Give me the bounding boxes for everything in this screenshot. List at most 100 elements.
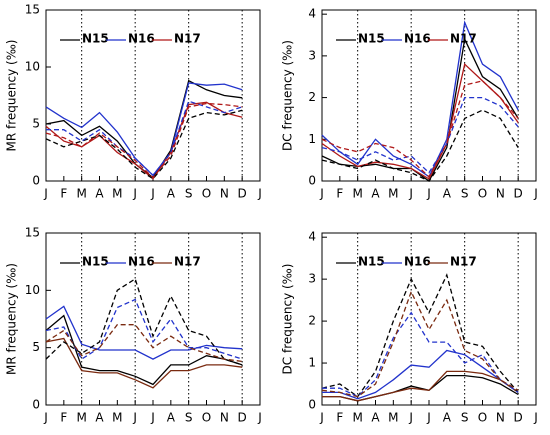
x-tick-label: J (408, 187, 413, 201)
x-tick-label: J (319, 411, 324, 425)
legend-label: N15 (82, 255, 109, 269)
x-tick-label: J (533, 411, 538, 425)
series-line (45, 277, 243, 366)
x-tick-label: M (388, 411, 398, 425)
x-tick-label: J (150, 411, 155, 425)
x-tick-label: D (238, 187, 247, 201)
legend-label: N16 (128, 32, 155, 46)
series-line (321, 96, 519, 174)
x-tick-label: J (132, 187, 137, 201)
y-tick-label: 15 (25, 226, 40, 240)
legend-label: N16 (128, 255, 155, 269)
y-tick-label: 0 (32, 398, 40, 412)
x-tick-label: O (202, 411, 211, 425)
legend-label: N15 (82, 32, 109, 46)
y-tick-label: 2 (308, 314, 316, 328)
x-tick-label: M (112, 187, 122, 201)
x-tick-label: J (426, 187, 431, 201)
x-tick-label: O (478, 187, 487, 201)
series-line (46, 100, 243, 177)
x-tick-label: A (371, 411, 380, 425)
x-tick-label: N (220, 411, 229, 425)
y-tick-label: 3 (308, 48, 316, 62)
series-line (322, 349, 519, 400)
y-tick-label: 10 (25, 283, 40, 297)
series-line (321, 109, 519, 182)
series-line (45, 314, 243, 386)
y-tick-label: 1 (308, 356, 316, 370)
legend-label: N17 (450, 255, 477, 269)
series-line (321, 80, 519, 178)
y-axis-label: DC frequency (‰) (281, 264, 295, 375)
series-line (45, 298, 243, 361)
series-line (321, 37, 519, 182)
x-tick-label: D (238, 411, 247, 425)
x-tick-label: M (352, 187, 362, 201)
x-tick-label: J (408, 411, 413, 425)
x-tick-label: A (371, 187, 380, 201)
y-tick-label: 3 (308, 272, 316, 286)
x-tick-label: J (132, 411, 137, 425)
series-line (321, 289, 519, 398)
x-tick-label: N (496, 187, 505, 201)
x-tick-label: M (76, 187, 86, 201)
series-line (45, 102, 243, 179)
x-tick-label: S (185, 411, 193, 425)
series-line (45, 305, 243, 360)
y-tick-label: 2 (308, 90, 316, 104)
x-tick-label: M (388, 187, 398, 201)
x-tick-label: M (112, 411, 122, 425)
legend-label: N17 (174, 255, 201, 269)
x-tick-label: S (461, 187, 469, 201)
y-tick-label: 5 (32, 340, 40, 354)
legend-label: N17 (174, 32, 201, 46)
x-tick-label: M (76, 411, 86, 425)
x-tick-label: A (95, 411, 104, 425)
series-line (45, 337, 243, 389)
x-tick-label: J (43, 411, 48, 425)
series-line (45, 109, 243, 180)
x-tick-label: J (319, 187, 324, 201)
y-tick-label: 0 (308, 398, 316, 412)
y-tick-label: 0 (32, 174, 40, 188)
y-tick-label: 15 (25, 3, 40, 17)
legend-label: N16 (404, 32, 431, 46)
x-tick-label: J (43, 187, 48, 201)
series-line (322, 311, 519, 398)
y-axis-label: DC frequency (‰) (281, 40, 295, 151)
x-tick-label: J (257, 411, 262, 425)
x-tick-label: O (202, 187, 211, 201)
x-tick-label: A (167, 411, 176, 425)
x-tick-label: D (514, 187, 523, 201)
y-tick-label: 0 (308, 174, 316, 188)
legend-label: N15 (358, 32, 385, 46)
x-tick-label: J (150, 187, 155, 201)
x-tick-label: O (478, 411, 487, 425)
y-axis-label: MR frequency (‰) (5, 263, 19, 375)
y-tick-label: 1 (308, 132, 316, 146)
x-tick-label: A (95, 187, 104, 201)
x-tick-label: J (257, 187, 262, 201)
x-tick-label: F (336, 411, 343, 425)
x-tick-label: F (60, 411, 67, 425)
series-line (45, 79, 243, 179)
y-tick-label: 4 (308, 230, 316, 244)
series-line (45, 82, 243, 177)
series-line (321, 273, 519, 398)
x-tick-label: J (426, 411, 431, 425)
y-tick-label: 10 (25, 60, 40, 74)
x-tick-label: M (352, 411, 362, 425)
x-tick-label: A (443, 411, 452, 425)
series-line (45, 324, 243, 363)
x-tick-label: N (220, 187, 229, 201)
x-tick-label: S (185, 187, 193, 201)
x-tick-label: A (443, 187, 452, 201)
series-line (322, 370, 519, 402)
series-line (321, 20, 519, 178)
x-tick-label: S (461, 411, 469, 425)
x-tick-label: F (60, 187, 67, 201)
x-tick-label: N (496, 411, 505, 425)
legend-label: N16 (404, 255, 431, 269)
x-tick-label: D (514, 411, 523, 425)
